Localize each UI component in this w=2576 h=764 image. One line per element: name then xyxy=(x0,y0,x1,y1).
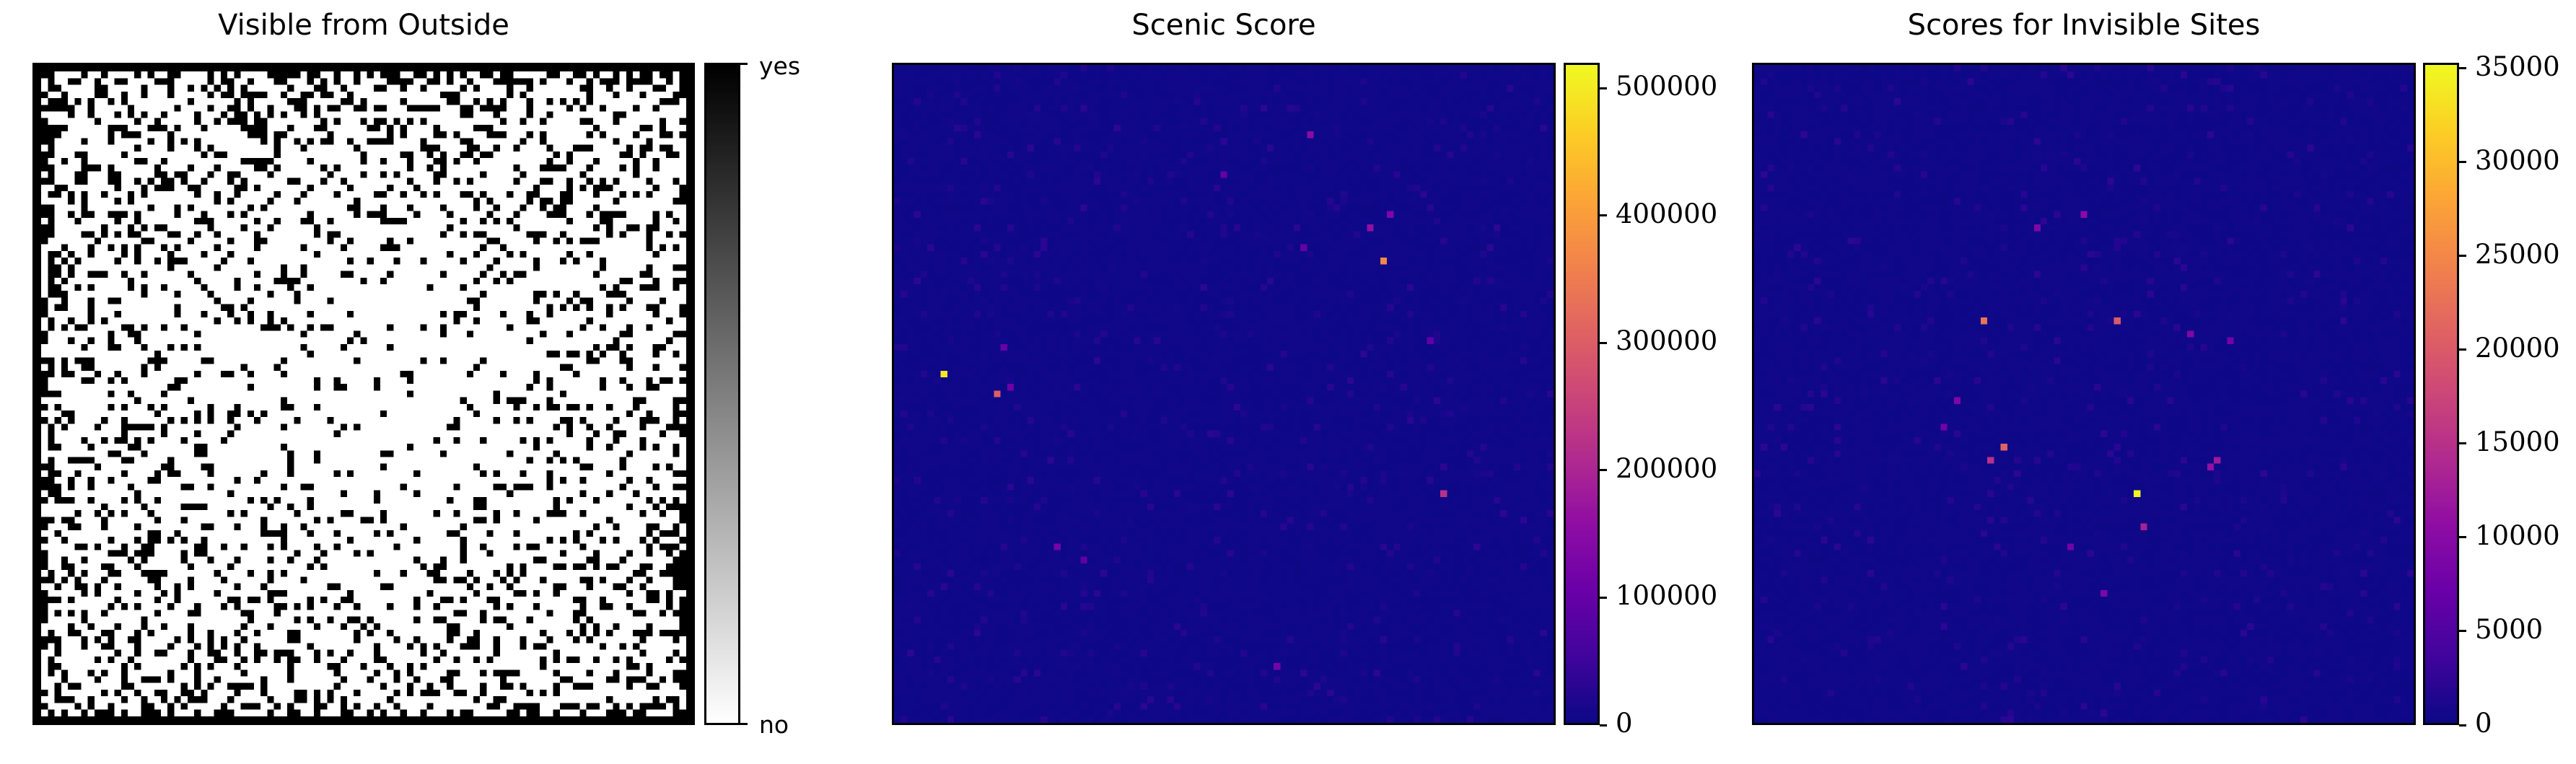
colorbar-tick xyxy=(2459,442,2466,445)
heatmap-scenic-score xyxy=(892,63,1556,725)
colorbar-visibility xyxy=(704,63,740,725)
colorbar-tick-label: 5000 xyxy=(2475,613,2544,645)
colorbar-tick xyxy=(1600,469,1607,472)
colorbar-tick-label: 300000 xyxy=(1616,325,1718,357)
panel-title: Visible from Outside xyxy=(218,9,509,42)
colorbar-scenic-score xyxy=(1564,63,1600,725)
colorbar-tick xyxy=(2459,536,2466,539)
colorbar-tick xyxy=(740,63,748,65)
colorbar-tick-label: 0 xyxy=(1616,708,1633,739)
colorbar-tick-label: 30000 xyxy=(2475,144,2560,176)
colorbar-tick-label: 100000 xyxy=(1616,580,1718,612)
colorbar-tick-label: 25000 xyxy=(2475,238,2560,270)
colorbar-tick-label-yes: yes xyxy=(759,52,801,80)
colorbar-tick-label: 0 xyxy=(2475,708,2492,739)
colorbar-tick-label: 15000 xyxy=(2475,426,2560,457)
heatmap-invisible-sites xyxy=(1752,63,2416,725)
colorbar-tick xyxy=(1600,724,1607,726)
colorbar-tick-label: 200000 xyxy=(1616,452,1718,484)
colorbar-tick xyxy=(2459,67,2466,70)
colorbar-tick xyxy=(2459,255,2466,258)
colorbar-invisible-sites xyxy=(2423,63,2459,725)
colorbar-tick xyxy=(2459,630,2466,633)
colorbar-tick xyxy=(2459,724,2466,726)
colorbar-tick xyxy=(2459,161,2466,164)
colorbar-tick xyxy=(1600,214,1607,217)
colorbar-tick-label: 400000 xyxy=(1616,198,1718,229)
heatmap-visibility xyxy=(32,63,695,725)
colorbar-tick-label-no: no xyxy=(759,711,789,739)
colorbar-tick-label: 500000 xyxy=(1616,71,1718,102)
colorbar-tick-label: 35000 xyxy=(2475,51,2560,82)
colorbar-tick xyxy=(740,723,748,725)
colorbar-tick xyxy=(1600,596,1607,599)
panel-title: Scores for Invisible Sites xyxy=(1907,9,2261,42)
colorbar-tick xyxy=(2459,348,2466,351)
colorbar-tick-label: 20000 xyxy=(2475,332,2560,364)
colorbar-tick-label: 10000 xyxy=(2475,519,2560,551)
panel-title: Scenic Score xyxy=(1131,9,1316,42)
colorbar-tick xyxy=(1600,341,1607,344)
colorbar-tick xyxy=(1600,87,1607,89)
